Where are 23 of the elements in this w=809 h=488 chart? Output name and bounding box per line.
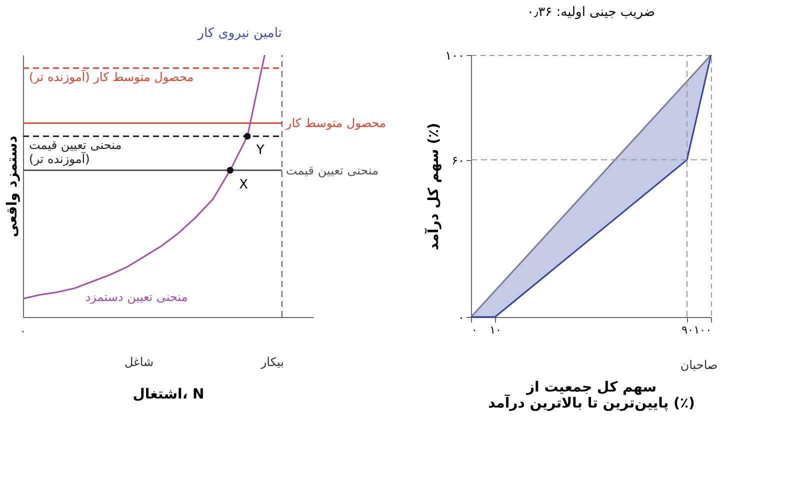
y-axis-title: سهم کل درآمد (٪) [424,122,442,250]
x-tick-label: ۹۰ [682,324,694,336]
series-label: X [239,177,248,192]
chart-title: ضریب جینی اولیه: ۰٫۳۶ [526,5,656,20]
x-axis-title: اشتغال، N [132,386,204,402]
text: صاحبان [680,358,718,372]
series-label: منحنی تعیین قیمت (آموزنده تر) [29,138,122,166]
text: شاغل [124,355,154,369]
y-axis-title: دستمزد واقعی [4,136,20,238]
y-tick-label: ۱۰۰ [445,48,464,62]
series-label: Y [255,143,264,158]
series-label: منحنی تعیین دستمزد [85,290,188,304]
x-tick-label: ۰ [472,324,478,336]
series-label: منحنی تعیین قیمت [286,163,379,178]
y-tick-label: ۰ [458,310,464,324]
x-axis-title: سهم کل جمعیت از پایین‌ترین تا بالاترین درآمد (٪) [488,380,695,412]
x-tick-label: ۱۰ [490,324,502,336]
series-label: محصول متوسط کار [284,116,386,130]
x-tick-label: ۱۰۰ [694,324,712,336]
y-tick-label: ۶۰ [452,153,464,168]
text: بیکار [260,355,284,369]
series-label: محصول متوسط کار (آموزنده تر) [29,69,194,84]
text: تامین نیروی کار [198,26,282,41]
